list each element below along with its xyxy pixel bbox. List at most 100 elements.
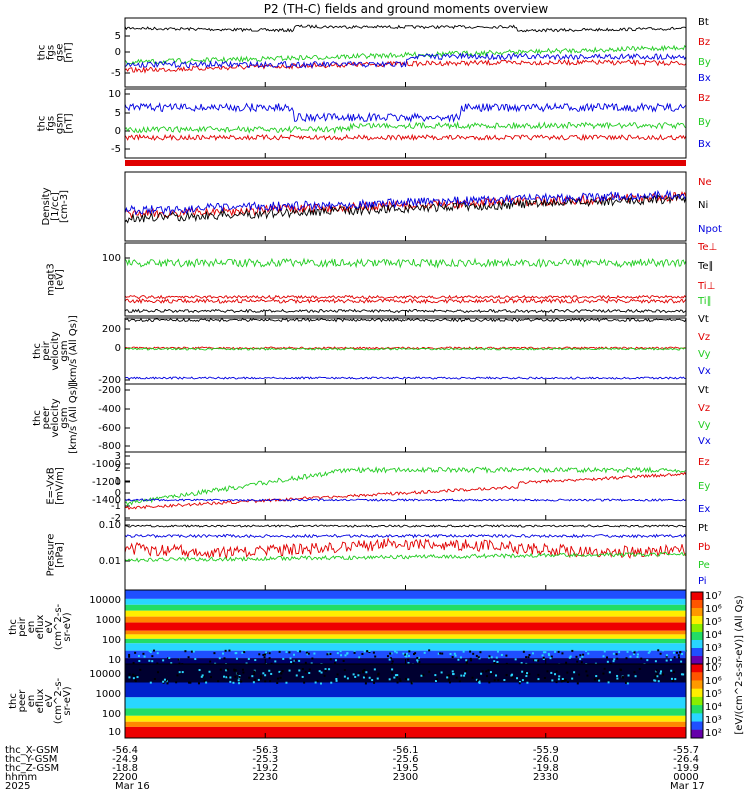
spectrogram-noise (407, 678, 410, 681)
spectrogram-noise (616, 674, 619, 677)
spectrogram-noise (579, 654, 582, 657)
spectrogram-noise (269, 649, 272, 652)
panel-density: Density[1/cc][cm-3] Ne Ni Npot (41, 171, 722, 242)
spectrogram-noise (503, 679, 506, 682)
spectrogram-band (125, 604, 686, 611)
spectrogram-noise (534, 659, 537, 662)
legend-Bz: Bz (698, 93, 710, 104)
spectrogram-noise (324, 669, 327, 672)
spectrogram-noise (365, 671, 368, 674)
spectrogram-noise (514, 658, 517, 661)
series-Bz (124, 133, 687, 142)
spectrogram-noise (254, 659, 257, 662)
spectrogram-noise (533, 659, 536, 662)
spectrogram-noise (210, 676, 213, 679)
spectrogram-noise (576, 682, 579, 685)
colorbar-tick: 10⁶ (705, 676, 722, 687)
spectrogram-noise (621, 676, 624, 679)
spectrogram-noise (568, 656, 571, 659)
spectrogram-noise (198, 669, 201, 672)
spectrogram-noise (550, 655, 553, 658)
spectrogram-noise (316, 680, 319, 683)
ylabel-line: [cm-3] (59, 190, 70, 223)
spectrogram-noise (665, 655, 668, 658)
spectrogram-noise (288, 651, 291, 654)
spectrogram-noise (660, 670, 663, 673)
legend-Pt: Pt (698, 523, 708, 534)
colorbar-tick: 10⁶ (705, 604, 722, 615)
legend-Vz: Vz (698, 332, 710, 343)
spectrogram-noise (561, 677, 564, 680)
spectrogram-noise (304, 670, 307, 673)
ytick-label: -1 (111, 501, 121, 512)
spectrogram-noise (525, 656, 528, 659)
spectrogram-noise (528, 654, 531, 657)
colorbar-tick: 10⁴ (705, 630, 722, 641)
spectrogram-noise (569, 655, 572, 658)
colorbar-segment (691, 664, 703, 673)
spectrogram-noise (681, 652, 684, 655)
spectrogram-noise (181, 671, 184, 674)
colorbar-segment (691, 616, 703, 625)
spectrogram-noise (448, 681, 451, 684)
legend-Vt: Vt (698, 314, 709, 325)
spectrogram-band (125, 726, 686, 738)
spectrogram-noise (524, 671, 527, 674)
spectrogram-noise (598, 679, 601, 682)
spectrogram-noise (289, 657, 292, 660)
spectrogram-noise (243, 649, 246, 652)
spectrogram-noise (376, 677, 379, 680)
colorbar-tick: 10³ (705, 715, 722, 726)
spectrogram-noise (336, 652, 339, 655)
spectrogram-noise (578, 673, 581, 676)
spectrogram-noise (633, 671, 636, 674)
ylabel-line: [nPa] (55, 542, 66, 568)
spectrogram-noise (234, 669, 237, 672)
spectrogram-noise (270, 672, 273, 675)
legend-Ne: Ne (698, 177, 712, 188)
spectrogram-noise (223, 657, 226, 660)
ytick-label: 0 (115, 343, 121, 354)
spectrogram-noise (407, 662, 410, 665)
spectrogram-noise (363, 650, 366, 653)
spectrogram-noise (616, 677, 619, 680)
legend-Vy: Vy (698, 420, 711, 431)
spectrogram-noise (253, 678, 256, 681)
series-Pe (124, 551, 687, 563)
ytick-label: 100 (102, 635, 121, 646)
xaxis-value: -25.6 (393, 754, 419, 765)
spectrogram-noise (546, 670, 549, 673)
xaxis-value: -56.4 (112, 745, 138, 756)
spectrogram-noise (571, 649, 574, 652)
spectrogram-noise (531, 652, 534, 655)
series-Te∥ (124, 308, 687, 314)
spectrogram-noise (625, 657, 628, 660)
xaxis-value: -24.9 (112, 754, 138, 765)
spectrogram-noise (213, 652, 216, 655)
spectrogram-noise (544, 651, 547, 654)
ylabel-temperature: magt3[eV] (46, 263, 66, 296)
spectrogram-noise (448, 674, 451, 677)
spectrogram-noise (593, 678, 596, 681)
spectrogram-noise (151, 655, 154, 658)
spectrogram-noise (339, 650, 342, 653)
spectrogram-noise (672, 651, 675, 654)
spectrogram-noise (260, 675, 263, 678)
spectrogram-noise (657, 680, 660, 683)
xaxis-value: 2200 (112, 772, 137, 783)
xaxis-value: 2230 (253, 772, 278, 783)
xaxis-value: -19.2 (252, 763, 278, 774)
spectrogram-noise (148, 659, 151, 662)
spectrogram-noise (516, 677, 519, 680)
spectrogram-noise (489, 671, 492, 674)
spectrogram-band (125, 630, 686, 635)
colorbar-segment (691, 632, 703, 641)
spectrogram-noise (648, 650, 651, 653)
spectrogram-noise (602, 655, 605, 658)
spectrogram-noise (518, 680, 521, 683)
series-Vy (124, 347, 687, 351)
spectrogram-noise (134, 679, 137, 682)
